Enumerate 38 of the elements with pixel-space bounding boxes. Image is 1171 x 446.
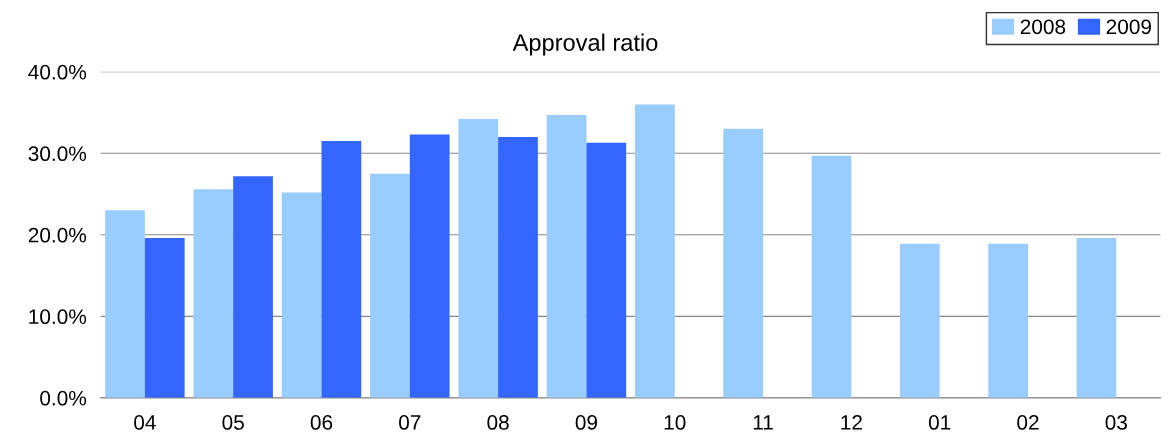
bar [586,142,627,398]
bar [458,119,499,398]
x-tick-label: 07 [399,415,421,430]
bar [1076,238,1117,398]
bar [723,128,764,398]
bar [498,137,538,398]
legend-label: 2008 [1020,19,1066,35]
bar [988,243,1028,398]
x-tick-label: 11 [753,415,773,430]
bar [281,192,322,398]
x-tick-label: 04 [134,415,156,430]
x-tick-label: 05 [222,415,244,430]
bar [193,189,234,398]
x-tick-label: 12 [841,415,862,430]
bar [321,141,362,398]
x-tick-label: 03 [1105,415,1127,430]
x-tick-label: 09 [575,415,598,430]
y-tick-label: 0.0% [40,390,87,406]
y-tick-label: 40.0% [28,64,87,80]
x-tick-label: 06 [310,415,333,430]
bar [105,210,145,398]
x-tick-label: 01 [928,415,951,430]
bar [811,155,852,398]
chart-title: Approval ratio [512,33,658,56]
x-tick-label: 10 [664,415,686,430]
x-tick-label: 08 [487,415,509,430]
legend-label: 2009 [1106,19,1152,35]
y-tick-label: 20.0% [28,227,87,243]
bar [409,134,450,398]
bar [635,104,675,398]
bar [144,238,185,398]
y-tick-label: 10.0% [29,309,87,325]
bar [370,173,410,398]
bar [233,176,273,398]
y-tick-label: 30.0% [28,146,87,162]
bar [546,115,587,398]
x-tick-label: 02 [1017,415,1039,430]
bar [899,243,940,398]
